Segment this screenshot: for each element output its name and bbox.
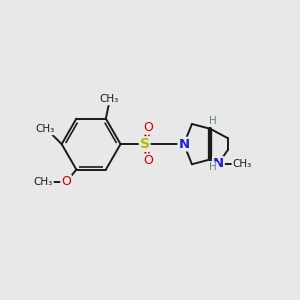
Text: O: O (143, 154, 153, 167)
Text: CH₃: CH₃ (36, 124, 55, 134)
Text: N: N (213, 157, 224, 170)
Text: H: H (208, 116, 216, 126)
Text: CH₃: CH₃ (232, 159, 252, 169)
Text: H: H (208, 162, 216, 172)
Text: N: N (178, 138, 189, 151)
Text: O: O (143, 121, 153, 134)
Text: CH₃: CH₃ (34, 177, 53, 187)
Text: CH₃: CH₃ (99, 94, 119, 104)
Text: O: O (61, 176, 71, 188)
Text: S: S (140, 137, 150, 151)
